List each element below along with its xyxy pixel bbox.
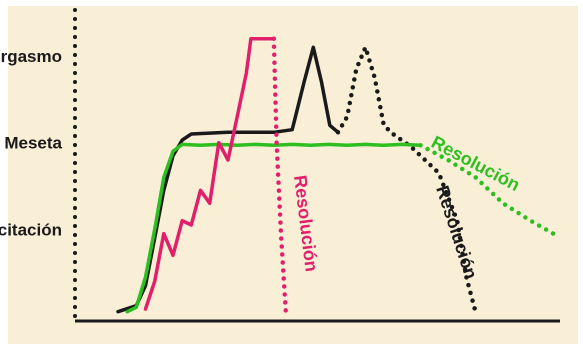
- y-tick-label: Orgasmo: [0, 47, 62, 66]
- curve-label: Resolución: [432, 183, 481, 281]
- series-line-4: [418, 143, 561, 239]
- y-tick-label: Excitación: [0, 220, 62, 239]
- series-line-2: [335, 45, 478, 314]
- plot-background: [8, 6, 578, 344]
- y-tick-label: Meseta: [4, 134, 62, 153]
- curve-label: Resolución: [290, 174, 322, 273]
- series-line-6: [271, 36, 289, 314]
- series-line-5: [143, 36, 276, 311]
- series-line-3: [125, 142, 423, 314]
